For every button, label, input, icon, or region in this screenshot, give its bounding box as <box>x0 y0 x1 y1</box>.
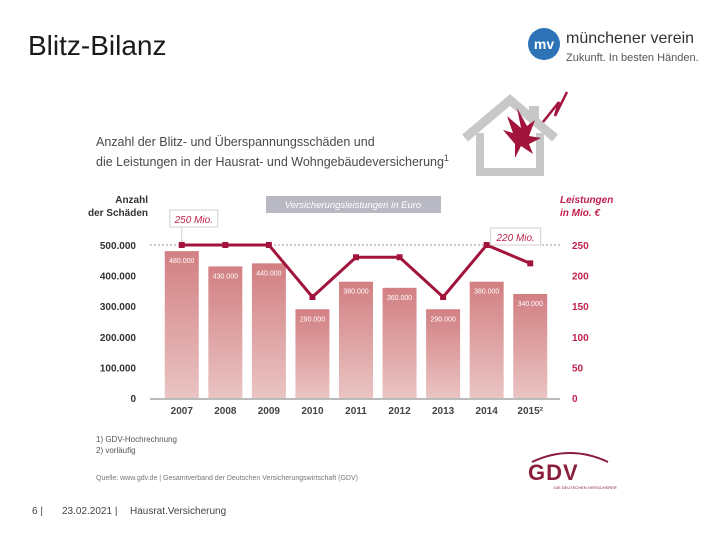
footnote-1: 1) GDV-Hochrechnung <box>96 435 177 444</box>
right-axis-label-line1: Leistungen <box>560 195 613 206</box>
x-tick-label-3: 2010 <box>301 406 324 417</box>
line-point-2012 <box>396 254 403 261</box>
callout-first-box <box>169 209 219 228</box>
left-axis-label-line2: der Schäden <box>88 208 148 219</box>
bar-2013 <box>426 309 461 398</box>
source-note: Quelle: www.gdv.de | Gesamtverband der D… <box>96 475 358 482</box>
chart-title-line2: die Leistungen in der Hausrat- und Wohng… <box>96 150 449 170</box>
line-point-2009 <box>265 242 272 248</box>
right-tick-label-4: 200 <box>572 272 589 283</box>
bar-label-2012: 360.000 <box>387 295 412 302</box>
company-logo: mv münchener verein Zukunft. In besten H… <box>528 28 699 70</box>
bar-label-2015²: 340.000 <box>518 301 543 308</box>
gdv-arc-icon <box>531 452 609 463</box>
legend-label: Versicherungsleistungen in Euro <box>285 200 421 211</box>
bar-label-2009: 440.000 <box>256 270 281 277</box>
right-axis-label-line2: in Mio. € <box>560 208 600 219</box>
footer-title: Hausrat.Versicherung <box>130 506 227 517</box>
line-point-2014 <box>483 242 490 248</box>
chart-title-superscript: 1 <box>443 153 449 163</box>
logo-slogan: Zukunft. In besten Händen. <box>566 52 699 64</box>
bar-2007 <box>164 251 199 398</box>
left-tick-label-0: 0 <box>130 394 136 405</box>
left-tick-label-5: 500.000 <box>100 241 137 252</box>
bar-2014 <box>469 281 504 398</box>
callout-last-box <box>490 227 542 246</box>
legend-box <box>266 196 441 213</box>
line-point-2010 <box>309 294 316 301</box>
callout-last-label: 220 Mio. <box>495 233 534 244</box>
x-tick-label-4: 2011 <box>345 406 367 417</box>
bar-2011 <box>339 281 373 398</box>
x-tick-label-5: 2012 <box>388 406 411 417</box>
left-tick-label-1: 100.000 <box>100 363 137 374</box>
bar-label-2010: 290.000 <box>300 316 325 323</box>
gdv-logo-subtitle: DIE DEUTSCHEN VERSICHERER <box>554 485 617 490</box>
gdv-logo: GDV DIE DEUTSCHEN VERSICHERER <box>528 450 617 490</box>
bar-2010 <box>295 309 330 398</box>
line-point-2007 <box>178 242 185 248</box>
right-tick-label-0: 0 <box>572 394 578 405</box>
x-tick-label-1: 2008 <box>214 406 237 417</box>
chart-title-line1: Anzahl der Blitz- und Überspannungsschäd… <box>96 135 375 149</box>
left-tick-label-4: 400.000 <box>100 272 137 283</box>
gdv-logo-text: GDV <box>528 460 579 485</box>
x-tick-label-0: 2007 <box>171 406 194 417</box>
left-tick-label-3: 300.000 <box>100 302 137 313</box>
bar-2009 <box>251 263 286 398</box>
callout-first-label: 250 Mio. <box>174 215 213 226</box>
chart-title: Anzahl der Blitz- und Überspannungsschäd… <box>96 134 449 170</box>
right-tick-label-5: 250 <box>572 241 589 252</box>
right-tick-label-3: 150 <box>572 302 589 313</box>
x-tick-label-8: 2015² <box>517 406 543 417</box>
left-tick-label-2: 200.000 <box>100 333 137 344</box>
chart-title-line2-text: die Leistungen in der Hausrat- und Wohng… <box>96 155 444 170</box>
bar-2008 <box>208 266 243 398</box>
footnote-2: 2) vorläufig <box>96 446 136 455</box>
line-point-2015² <box>527 260 534 267</box>
bar-label-2007: 480.000 <box>169 258 194 265</box>
bar-label-2011: 380.000 <box>343 289 368 296</box>
bar-label-2014: 380.000 <box>474 289 499 296</box>
x-tick-label-6: 2013 <box>432 406 455 417</box>
bar-label-2008: 430.000 <box>213 273 238 280</box>
right-tick-label-1: 50 <box>572 363 584 374</box>
left-axis-label-line1: Anzahl <box>115 195 148 206</box>
line-point-2013 <box>440 294 447 301</box>
bar-2015² <box>513 293 548 398</box>
line-point-2011 <box>353 254 359 261</box>
footnotes: 1) GDV-Hochrechnung 2) vorläufig <box>96 434 177 456</box>
right-tick-label-2: 100 <box>572 333 589 344</box>
line-point-2008 <box>222 242 229 248</box>
house-lightning-icon <box>462 91 569 176</box>
bar-label-2013: 290.000 <box>430 316 455 323</box>
slide-title: Blitz-Bilanz <box>28 30 167 61</box>
bar-2012 <box>382 287 417 398</box>
logo-badge: mv <box>528 28 560 60</box>
logo-name: münchener verein <box>566 30 695 47</box>
page-number: 6 | <box>32 506 43 517</box>
x-tick-label-7: 2014 <box>476 406 499 417</box>
footer-date: 23.02.2021 | <box>62 506 118 517</box>
x-tick-label-2: 2009 <box>258 406 281 417</box>
bar-line-chart: 480.000 430.000 440.000 290.000 380.000 360.0… <box>88 195 613 417</box>
